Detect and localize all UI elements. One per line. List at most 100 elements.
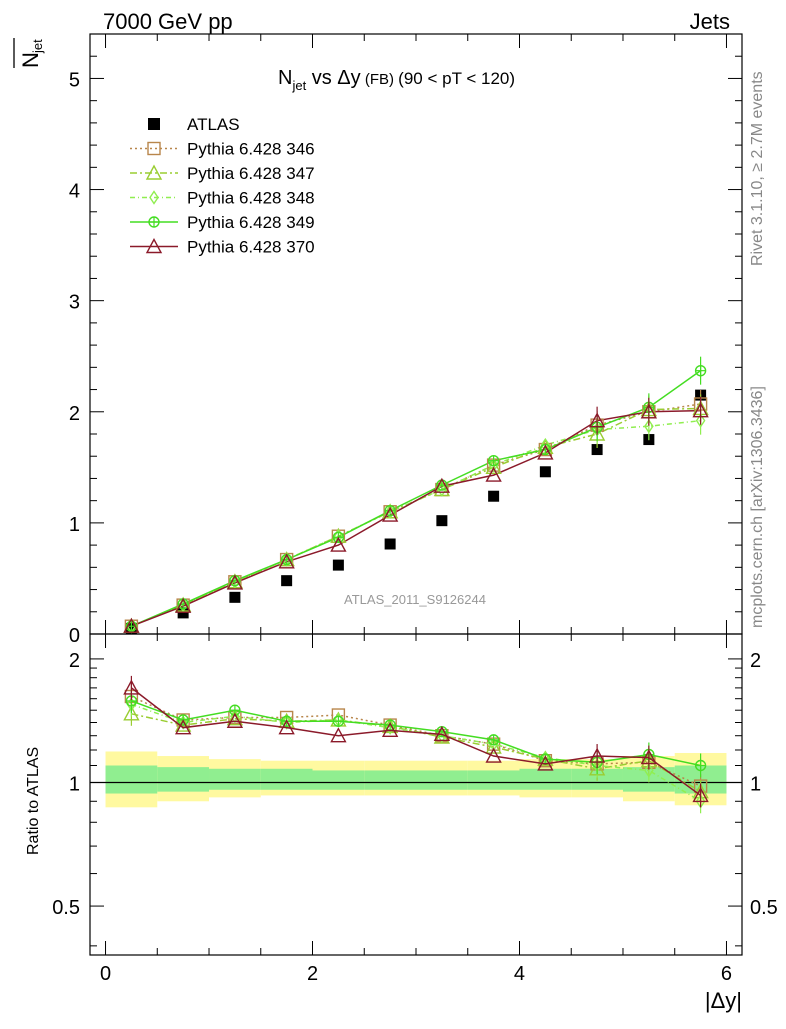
legend-entry-label: Pythia 6.428 347 bbox=[187, 164, 315, 183]
ratio-data-point bbox=[332, 715, 345, 727]
main-y-tick-label: 0 bbox=[69, 625, 80, 647]
ratio-y-tick-label-right: 1 bbox=[750, 773, 761, 795]
ratio-data-point bbox=[381, 721, 399, 738]
main-data-point bbox=[640, 403, 658, 419]
legend: ATLAS Pythia 6.428 346 Pythia 6.428 347 Pyt… bbox=[130, 115, 315, 257]
svg-text:Njet vs Δy (FB) (90 < pT < 120: Njet vs Δy (FB) (90 < pT < 120) bbox=[278, 67, 515, 93]
ratio-data-point bbox=[330, 727, 347, 743]
ratio-data-point bbox=[588, 747, 606, 763]
ratio-data-point bbox=[278, 719, 295, 735]
main-data-point bbox=[281, 575, 293, 587]
ratio-y-tick-label: 2 bbox=[69, 650, 80, 672]
main-plot-axes: 0 1 2 3 4 5 bbox=[69, 33, 743, 647]
main-data-point bbox=[588, 412, 606, 428]
main-data-point bbox=[487, 454, 500, 467]
main-data-point bbox=[538, 442, 553, 457]
main-data-point bbox=[644, 418, 654, 434]
main-data-point bbox=[332, 559, 344, 571]
ratio-data-point bbox=[485, 747, 502, 763]
main-data-point bbox=[229, 591, 241, 603]
svg-text:jet: jet bbox=[30, 39, 45, 54]
main-data-point bbox=[485, 466, 502, 482]
x-tick-label: 0 bbox=[100, 963, 111, 985]
main-data-point bbox=[537, 444, 554, 460]
main-series-line bbox=[131, 409, 701, 627]
ratio-data-point bbox=[226, 712, 244, 728]
main-data-point bbox=[330, 536, 347, 552]
main-data-point bbox=[539, 466, 551, 478]
main-data-point bbox=[226, 574, 244, 590]
legend-entry-label: ATLAS bbox=[187, 115, 240, 134]
ratio-band-green bbox=[105, 765, 158, 794]
ratio-data-point bbox=[174, 719, 192, 735]
x-axis-label: |Δy| bbox=[705, 988, 742, 1013]
legend-marker bbox=[145, 164, 163, 180]
ratio-band-green bbox=[519, 768, 572, 790]
legend-marker bbox=[147, 141, 161, 156]
ratio-data-point bbox=[123, 705, 140, 721]
legend-marker bbox=[145, 238, 163, 254]
main-data-point bbox=[384, 538, 396, 550]
main-data-point bbox=[174, 597, 192, 613]
x-tick-label: 2 bbox=[307, 963, 318, 985]
main-data-point bbox=[436, 515, 448, 527]
mcplots-label: mcplots.cern.ch [arXiv:1306.3436] bbox=[749, 386, 766, 628]
ratio-data-point bbox=[644, 763, 654, 778]
main-y-tick-label: 2 bbox=[69, 403, 80, 425]
main-data-point bbox=[488, 457, 499, 473]
x-tick-label: 6 bbox=[721, 963, 732, 985]
legend-marker bbox=[149, 190, 159, 205]
svg-text:N: N bbox=[18, 52, 43, 68]
x-tick-label: 4 bbox=[514, 963, 525, 985]
main-y-tick-label: 5 bbox=[69, 69, 80, 91]
ratio-data-point bbox=[692, 786, 709, 803]
ratio-data-point bbox=[537, 755, 554, 771]
ratio-y-tick-label-right: 0.5 bbox=[750, 897, 778, 919]
main-y-tick-label: 4 bbox=[69, 181, 80, 203]
ratio-y-tick-label: 0.5 bbox=[52, 897, 80, 919]
ratio-data-point bbox=[487, 734, 500, 746]
ratio-y-axis-label: Ratio to ATLAS bbox=[25, 747, 42, 855]
ratio-series-line bbox=[130, 687, 702, 797]
main-data-point bbox=[694, 364, 707, 377]
main-y-axis-label: N jet bbox=[13, 38, 45, 68]
ratio-y-tick-label: 1 bbox=[69, 773, 80, 795]
main-series-line bbox=[131, 370, 702, 627]
legend-entry-label: Pythia 6.428 349 bbox=[187, 213, 315, 232]
ratio-series-line bbox=[131, 700, 701, 767]
main-data-point bbox=[385, 504, 395, 520]
main-data-point bbox=[437, 482, 447, 497]
ratio-data-point bbox=[485, 738, 502, 754]
ratio-data-point bbox=[123, 679, 140, 695]
ratio-band-green bbox=[209, 768, 261, 790]
ratio-y-tick-label-right: 2 bbox=[750, 650, 761, 672]
rivet-version-label: Rivet 3.1.10, ≥ 2.7M events bbox=[749, 71, 766, 266]
header-left: 7000 GeV pp bbox=[103, 9, 233, 34]
main-plot-title: Njet vs Δy (FB) (90 < pT < 120) bbox=[278, 67, 515, 93]
main-y-tick-label: 1 bbox=[69, 514, 80, 536]
ratio-band-green bbox=[416, 770, 468, 790]
ratio-band-green bbox=[157, 767, 210, 792]
main-data-point bbox=[433, 477, 451, 493]
ratio-band-green bbox=[260, 768, 313, 790]
header-right: Jets bbox=[690, 9, 730, 34]
main-plot-series bbox=[123, 356, 709, 634]
main-data-point bbox=[692, 402, 709, 418]
ratio-data-point bbox=[694, 759, 707, 772]
ratio-data-point bbox=[640, 749, 658, 765]
main-data-point bbox=[488, 490, 500, 502]
main-data-point bbox=[281, 552, 292, 567]
legend-entry-label: Pythia 6.428 346 bbox=[187, 140, 315, 159]
ratio-band-green bbox=[467, 770, 520, 790]
ratio-data-point bbox=[433, 725, 451, 742]
ratio-band-green bbox=[312, 770, 365, 790]
ratio-plot-axes: 0.5 0.5 1 1 2 2 0 2 4 6 bbox=[52, 633, 778, 985]
ratio-plot-series bbox=[123, 675, 709, 814]
legend-marker bbox=[148, 216, 160, 228]
legend-marker bbox=[148, 118, 160, 130]
main-data-point bbox=[591, 444, 603, 456]
main-data-point bbox=[278, 553, 295, 569]
legend-entry-label: Pythia 6.428 348 bbox=[187, 189, 315, 208]
main-y-tick-label: 3 bbox=[69, 292, 80, 314]
